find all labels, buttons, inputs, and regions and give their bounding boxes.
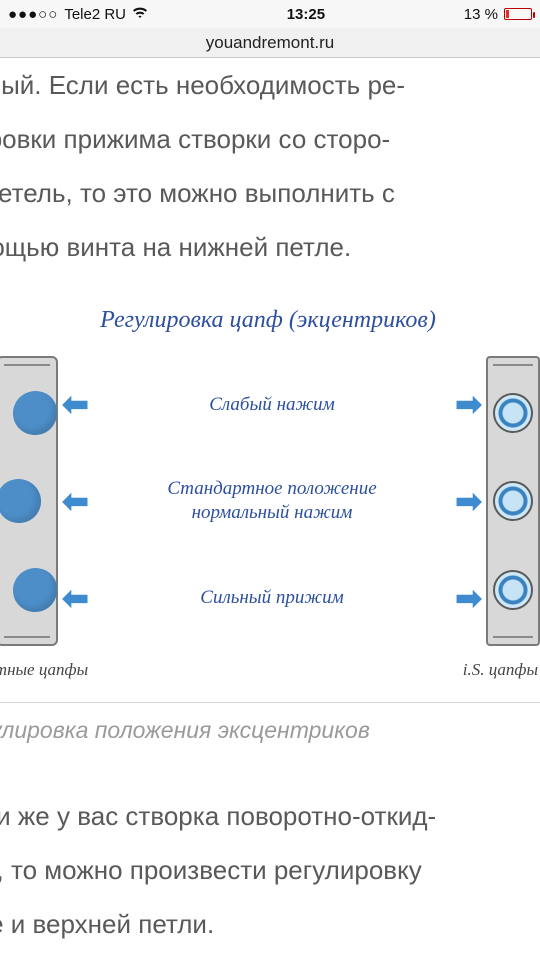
row-label: Сильный прижим xyxy=(99,586,445,610)
diagram-row: ⬅ Сильный прижим ➡ xyxy=(58,565,486,632)
left-rail-label: тандартные цапфы xyxy=(0,652,88,687)
diagram-body: ⬅ Слабый нажим ➡ ⬅ Стандартное положение… xyxy=(0,356,540,646)
pin-icon xyxy=(11,566,59,614)
diagram-labels: ⬅ Слабый нажим ➡ ⬅ Стандартное положение… xyxy=(58,356,486,646)
article-line: ая, то можно произвести регулировку xyxy=(0,843,534,897)
row-label: Слабый нажим xyxy=(99,393,445,417)
pin-icon xyxy=(0,477,43,525)
signal-dots-icon: ●●●○○ xyxy=(8,6,58,23)
diagram-row: ⬅ Слабый нажим ➡ xyxy=(58,371,486,438)
row-label: Стандартное положение нормальный нажим xyxy=(99,477,445,525)
arrow-right-icon: ➡ xyxy=(451,565,486,632)
diagram: Регулировка цапф (экцентриков) ⬅ Слабый … xyxy=(0,296,540,747)
right-rail-label: i.S. цапфы xyxy=(463,652,538,687)
article-body: льный. Если есть необходимость ре- лиров… xyxy=(0,58,540,951)
article-line: омощью винта на нижней петле. xyxy=(0,220,534,274)
arrow-right-icon: ➡ xyxy=(451,468,486,535)
status-time: 13:25 xyxy=(287,6,325,23)
arrow-right-icon: ➡ xyxy=(451,371,486,438)
divider xyxy=(0,702,540,703)
is-pin-icon xyxy=(493,570,533,610)
arrow-left-icon: ⬅ xyxy=(58,371,93,438)
browser-url[interactable]: youandremont.ru xyxy=(0,28,540,58)
article-line: льный. Если есть необходимость ре- xyxy=(0,58,534,112)
wifi-icon xyxy=(132,6,148,22)
diagram-row: ⬅ Стандартное положение нормальный нажим… xyxy=(58,468,486,535)
status-bar: ●●●○○ Tele2 RU 13:25 13 % xyxy=(0,0,540,28)
rail-labels: тандартные цапфы i.S. цапфы xyxy=(0,652,540,687)
right-rail xyxy=(486,356,540,646)
article-line: лировки прижима створки со сторо- xyxy=(0,112,534,166)
is-pin-icon xyxy=(493,481,533,521)
carrier-label: Tele2 RU xyxy=(64,6,126,23)
diagram-title: Регулировка цапф (экцентриков) xyxy=(0,296,540,346)
diagram-caption: егулировка положения эксцентриков xyxy=(0,713,540,748)
pin-icon xyxy=(11,388,59,436)
arrow-left-icon: ⬅ xyxy=(58,468,93,535)
status-right: 13 % xyxy=(464,6,532,23)
arrow-left-icon: ⬅ xyxy=(58,565,93,632)
url-text: youandremont.ru xyxy=(206,33,335,53)
battery-pct: 13 % xyxy=(464,6,498,23)
status-left: ●●●○○ Tele2 RU xyxy=(8,6,148,23)
article-line: ы петель, то это можно выполнить с xyxy=(0,166,534,220)
is-pin-icon xyxy=(493,393,533,433)
left-rail xyxy=(0,356,58,646)
article-line: ще и верхней петли. xyxy=(0,897,534,951)
article-line: сли же у вас створка поворотно-откид- xyxy=(0,789,534,843)
battery-icon xyxy=(504,8,532,20)
